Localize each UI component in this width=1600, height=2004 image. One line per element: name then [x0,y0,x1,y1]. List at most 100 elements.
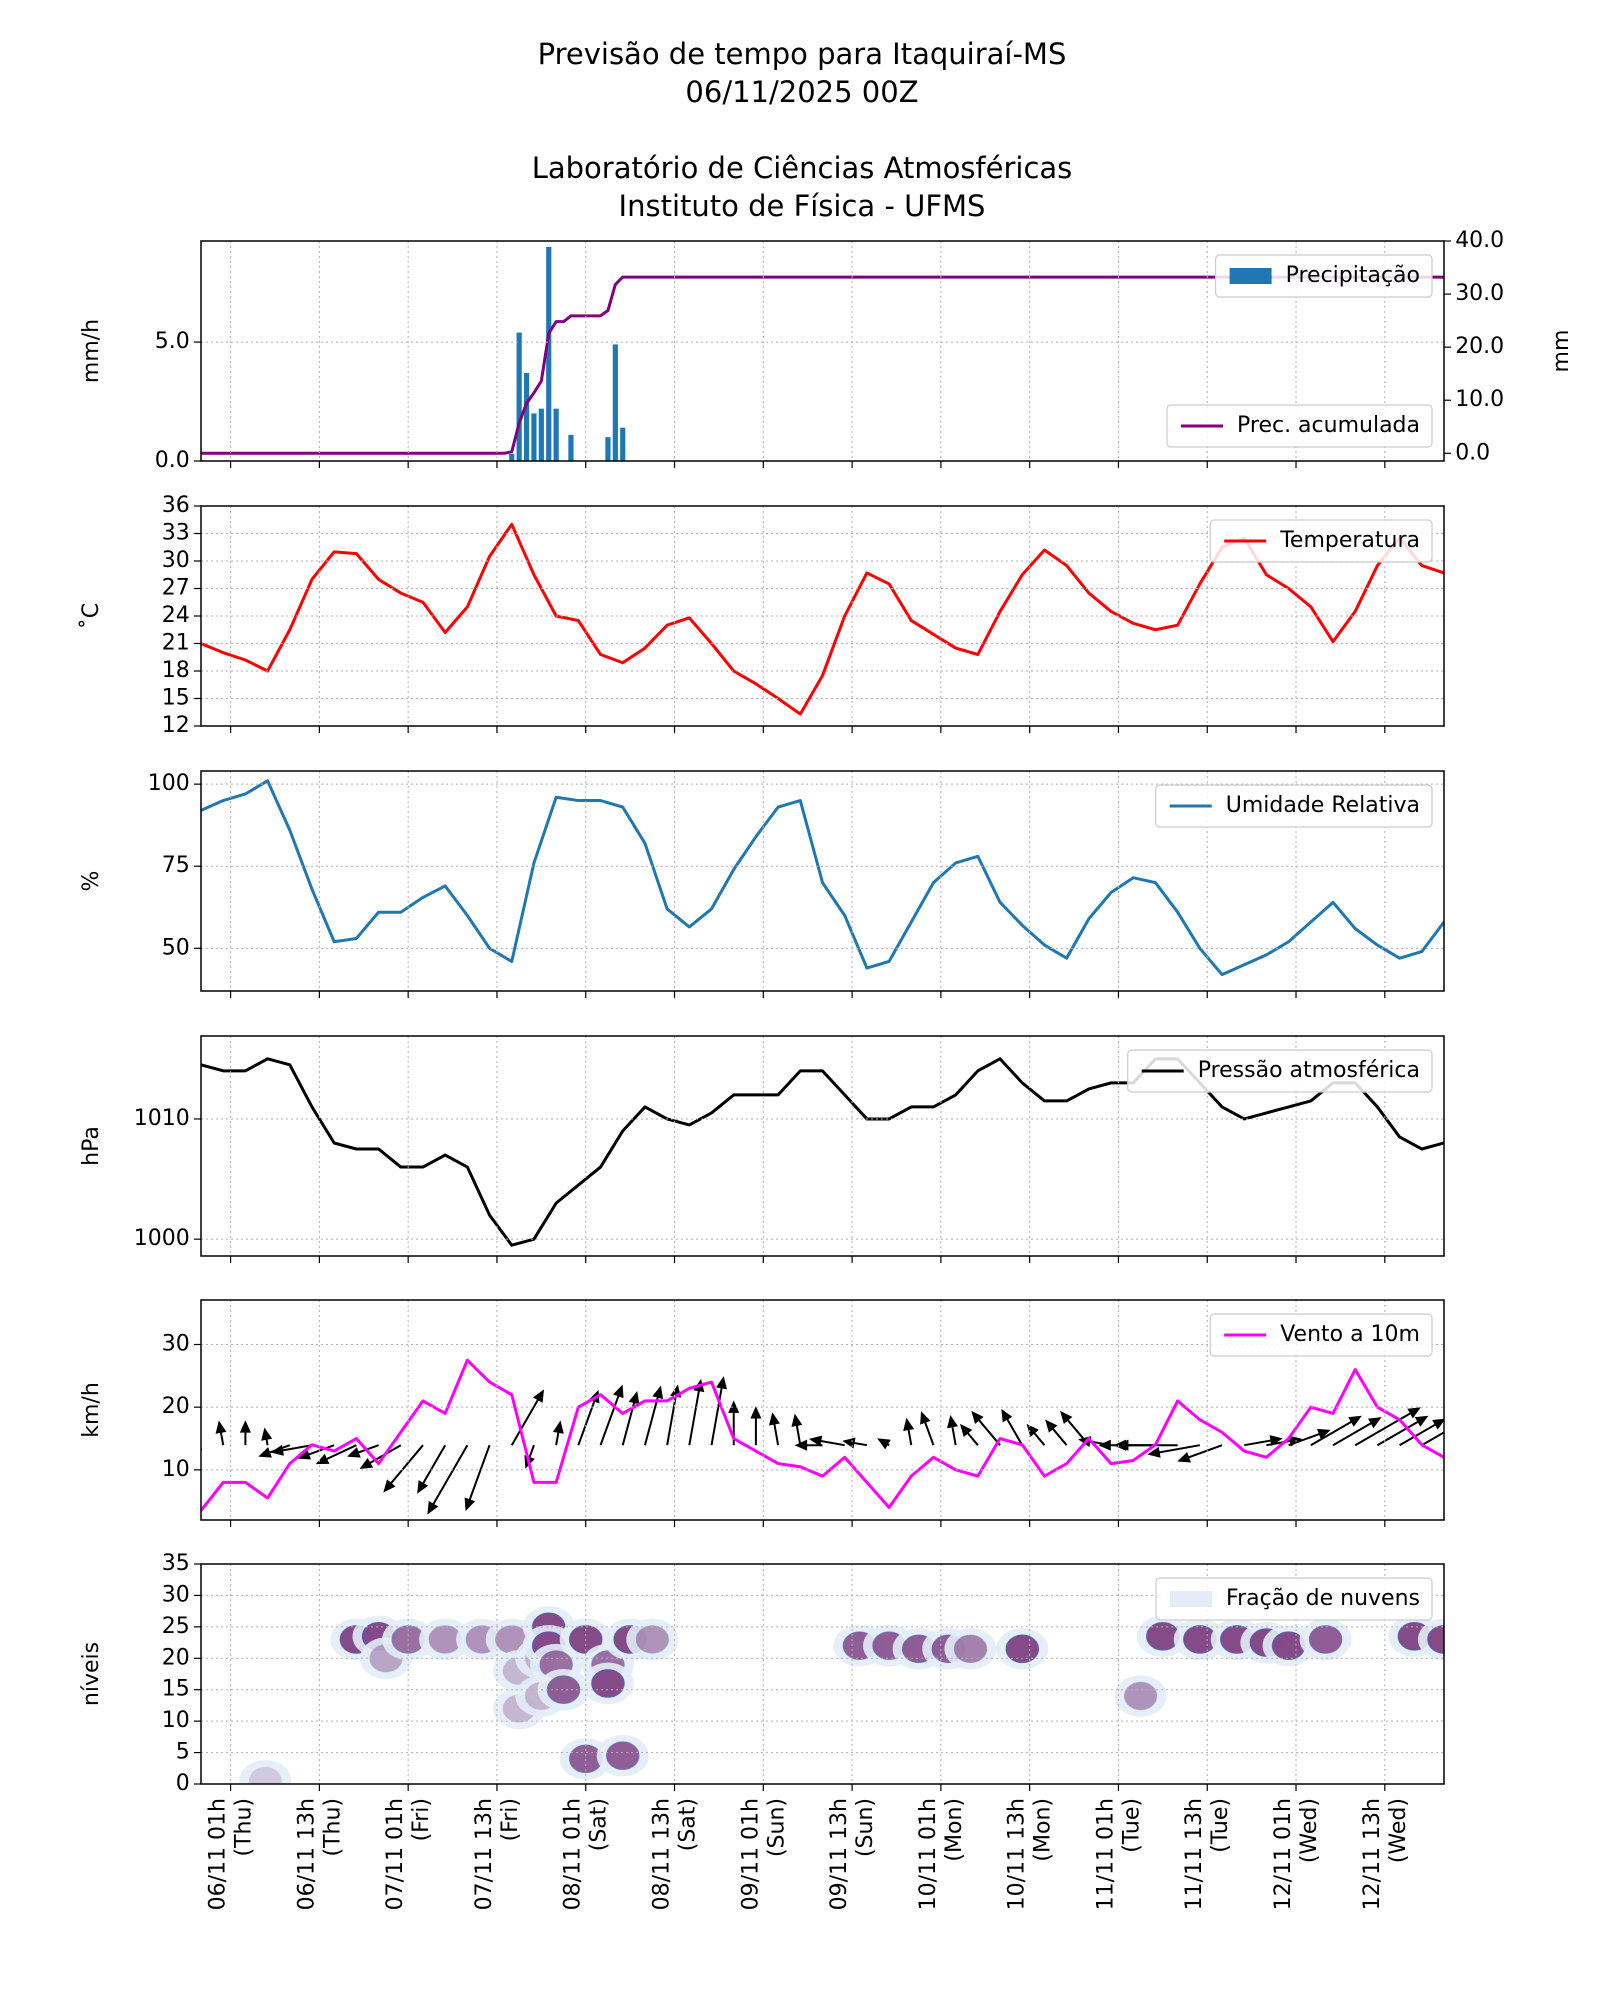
wind-arrow [1244,1435,1283,1447]
legend: Prec. acumulada [1166,404,1433,448]
wind-arrow [417,1444,447,1494]
wind-arrow [464,1444,491,1512]
y-tick-label: 5 [176,1740,190,1765]
bar [509,453,515,461]
bar [538,408,544,461]
wind-arrow [215,1420,227,1446]
title-line: Laboratório de Ciências Atmosféricas [532,151,1073,185]
bar [568,434,574,461]
y-axis-label: km/h [79,1382,104,1438]
x-tick-label-line: 09/11 13h [827,1798,852,1910]
wind-arrow [599,1384,624,1446]
x-tick-label-line: (Wed) [1386,1798,1411,1863]
wind-arrow [791,1413,803,1446]
y-tick-label: 0.0 [155,448,190,473]
bar [531,413,537,461]
wind-arrow [1045,1419,1068,1446]
x-tick-label-line: (Mon) [1031,1798,1056,1862]
x-tick-label-line: (Tue) [1208,1798,1233,1853]
wind-arrow [971,1410,1001,1446]
y-axis-label: níveis [79,1642,104,1706]
bar [605,437,611,461]
bar [516,332,522,461]
legend-swatch [1229,268,1272,284]
wind-arrow [1115,1439,1178,1451]
legend: Temperatura [1209,519,1433,563]
wind-arrow [688,1378,705,1446]
wind-arrow [552,1420,564,1446]
wind-arrow [510,1389,545,1446]
y-tick-label: 10 [162,1708,190,1733]
x-tick-label-line: 12/11 13h [1360,1798,1385,1910]
axes-frame [200,1299,1445,1521]
title-line: Instituto de Física - UFMS [619,189,986,223]
bar [546,246,552,461]
legend-box [1155,784,1433,828]
legend-box [1155,1577,1433,1621]
cloud-core [605,1741,640,1771]
x-tick-label-line: 06/11 01h [206,1798,231,1910]
legend-box [1209,1313,1433,1357]
x-tick-label-line: 10/11 01h [916,1798,941,1910]
x-tick-label-line: 11/11 01h [1093,1798,1118,1910]
legend-box [1214,254,1433,298]
wind-arrow [1399,1418,1444,1447]
plot-area [239,1606,1444,1784]
panel: 10 20 30 Vento a 10m km/h [79,1299,1445,1527]
wind-arrow [877,1438,891,1450]
x-tick-label: 10/11 01h(Mon) [916,1798,967,1910]
legend-label: Precipitação [1286,263,1420,288]
wind-arrow [1376,1415,1429,1447]
wind-arrow [920,1411,935,1446]
legend: Vento a 10m [1209,1313,1433,1357]
wind-arrow [1147,1444,1201,1458]
y-tick-label: 18 [162,658,190,683]
y-axis-label: % [79,871,104,892]
axes-frame [200,770,1445,992]
y-tick-label: 20.0 [1455,334,1504,359]
x-tick-label-line: (Tue) [1119,1798,1144,1853]
legend: Precipitação [1214,254,1433,298]
x-tick-label: 10/11 13h(Mon) [1005,1798,1056,1910]
y-tick-label: 15 [162,1677,190,1702]
panel: 06/11 01h(Thu) 06/11 13h(Thu) 07/11 01h(Fr… [79,1551,1445,1910]
y-tick-label: 20 [162,1394,190,1419]
panel: 1000 1010 Pressão atmosférica hPa [79,1035,1445,1263]
wind-arrow [750,1406,762,1446]
wind-arrow [1354,1407,1421,1447]
y-tick-label: 10 [162,1457,190,1482]
y-tick-label: 0 [176,1771,190,1796]
legend-label: Fração de nuvens [1226,1586,1420,1611]
y-axis-label: mm/h [79,319,104,383]
legend: Pressão atmosférica [1127,1049,1433,1093]
wind-arrow [297,1444,335,1460]
wind-arrow [621,1391,640,1446]
legend-label: Temperatura [1279,528,1420,553]
y-tick-label: 30 [162,1332,190,1357]
legend: Fração de nuvens [1155,1577,1433,1621]
x-tick-label-line: (Sat) [676,1798,701,1851]
y-tick-label: 24 [162,603,190,628]
y2-axis-label: mm [1549,330,1574,373]
y-tick-label: 30.0 [1455,281,1504,306]
legend: Umidade Relativa [1155,784,1433,828]
wind-arrow [643,1385,664,1446]
wind-arrow [1001,1408,1024,1446]
y-tick-label: 5.0 [155,329,190,354]
x-tick-label: 08/11 01h(Sat) [561,1798,612,1910]
y-tick-label: 12 [162,713,190,738]
x-tick-label-line: 06/11 13h [294,1798,319,1910]
x-tick-label-line: (Wed) [1297,1798,1322,1863]
cloud-core [635,1625,670,1654]
bar [612,344,618,461]
x-tick-label-line: (Sun) [764,1798,789,1857]
x-tick-label: 06/11 01h(Thu) [206,1798,257,1910]
y-tick-label: 21 [162,631,190,656]
legend-box [1166,404,1433,448]
legend-swatch [1170,1591,1213,1607]
cloud-core [953,1634,988,1664]
x-tick-label-line: 11/11 13h [1182,1798,1207,1910]
